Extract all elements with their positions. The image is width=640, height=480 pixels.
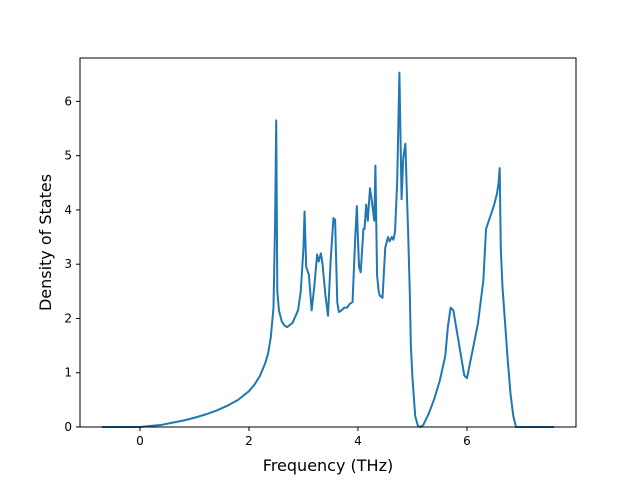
plot-area [101, 71, 555, 428]
y-tick-label: 3 [64, 257, 72, 271]
y-tick-label: 6 [64, 94, 72, 108]
y-axis-label: Density of States [36, 174, 55, 311]
x-tick-label: 4 [354, 434, 362, 448]
y-tick-label: 0 [64, 420, 72, 434]
y-tick-label: 4 [64, 203, 72, 217]
axis-ticks: 0 2 4 6 0 1 2 3 4 5 6 [64, 94, 470, 448]
x-axis-label: Frequency (THz) [263, 456, 393, 475]
dos-series-line [101, 71, 555, 428]
x-tick-label: 6 [463, 434, 471, 448]
x-tick-label: 2 [245, 434, 253, 448]
y-tick-label: 5 [64, 149, 72, 163]
y-tick-label: 1 [64, 366, 72, 380]
y-tick-label: 2 [64, 311, 72, 325]
x-tick-label: 0 [136, 434, 144, 448]
axes-frame [79, 57, 577, 428]
